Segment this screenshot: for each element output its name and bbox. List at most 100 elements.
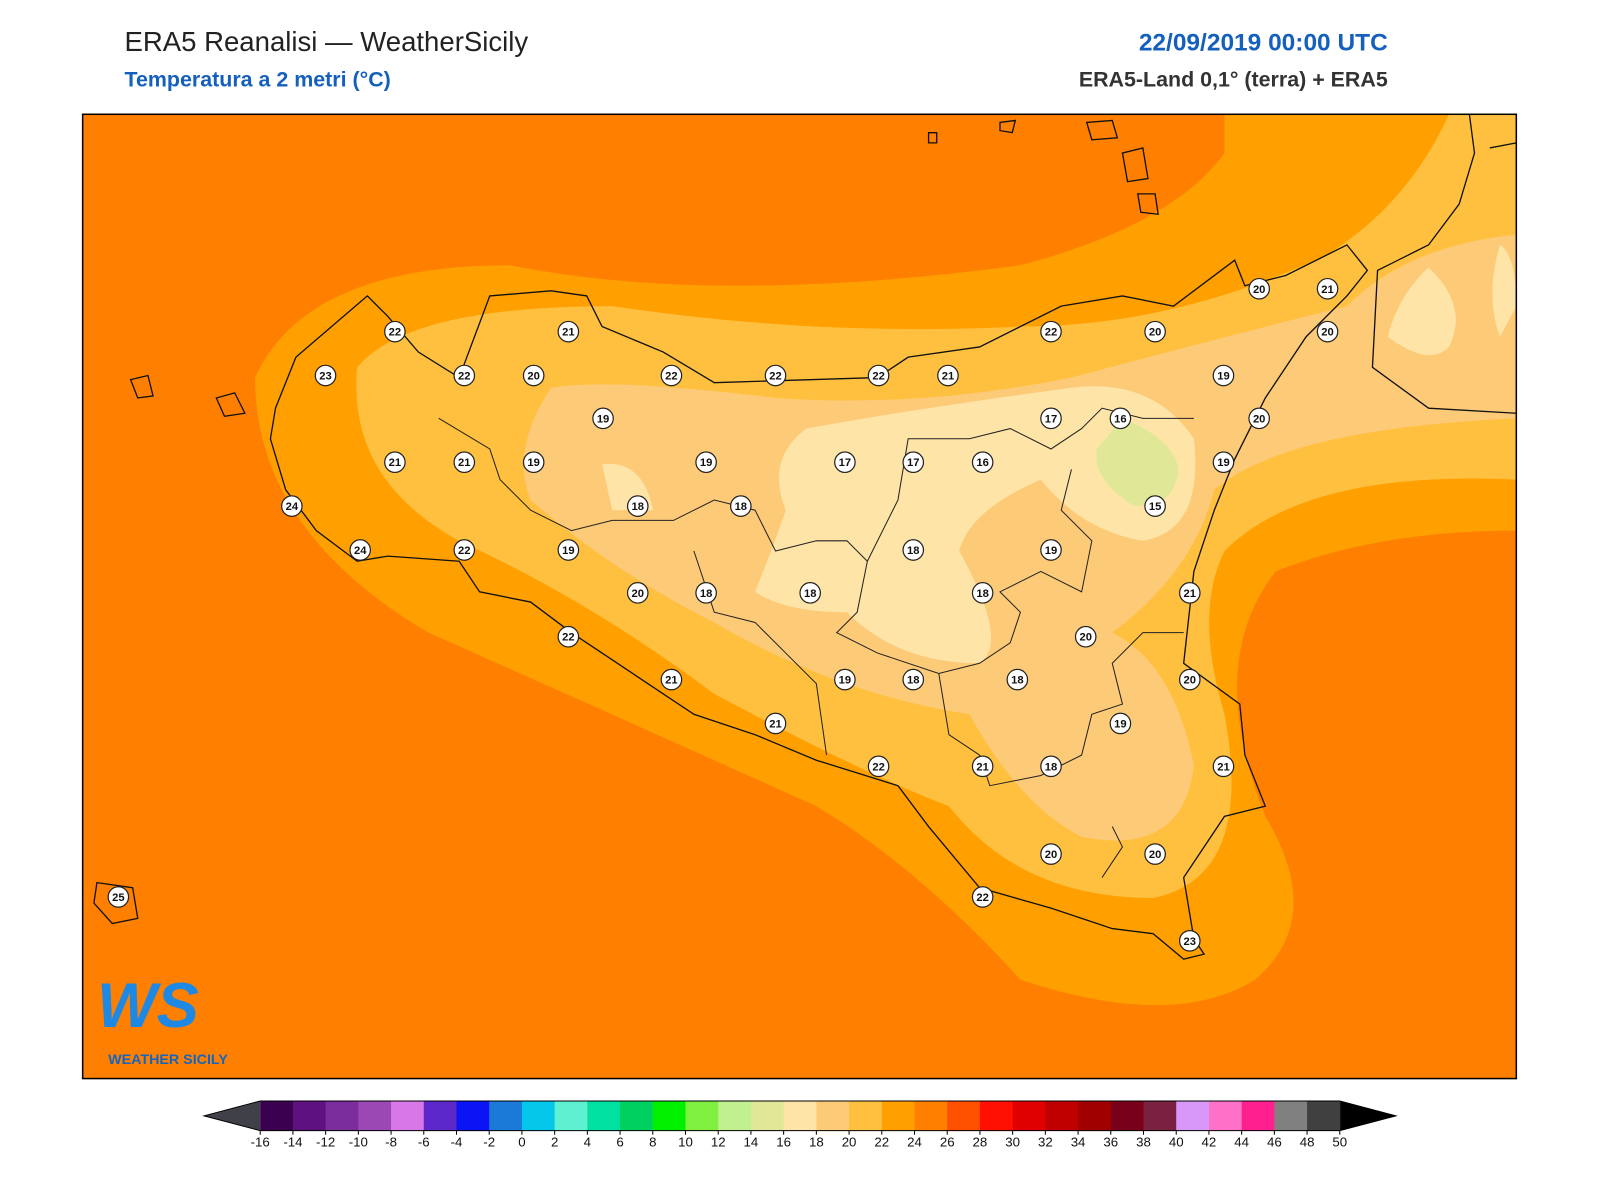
station-value: 25 xyxy=(112,892,124,904)
station-value: 21 xyxy=(1321,284,1333,296)
station-value: 18 xyxy=(804,588,816,600)
colorbar-cell xyxy=(1307,1101,1341,1131)
station-marker xyxy=(971,755,994,778)
station-marker xyxy=(626,495,649,517)
band-16 xyxy=(602,386,1196,664)
station-value: 20 xyxy=(1253,413,1265,425)
colorbar-tick-label: 6 xyxy=(616,1134,623,1149)
colorbar-cell xyxy=(358,1101,392,1131)
station-marker xyxy=(384,451,406,474)
colorbar-tick-label: 0 xyxy=(518,1134,525,1149)
colorbar-cell xyxy=(620,1101,654,1131)
logo-mark: WS xyxy=(97,971,199,1041)
station-marker xyxy=(1006,668,1029,691)
station-value: 22 xyxy=(665,370,677,382)
colorbar-tick-label: -14 xyxy=(283,1134,302,1149)
station-marker xyxy=(1144,843,1166,865)
station-value: 17 xyxy=(839,457,851,469)
station-value: 18 xyxy=(632,501,644,513)
colorbar-cell xyxy=(587,1101,621,1131)
colorbar-tick-label: 50 xyxy=(1332,1134,1347,1149)
colorbar-tick-label: 22 xyxy=(874,1134,889,1149)
station-value: 19 xyxy=(527,457,539,469)
colorbar-cell xyxy=(292,1101,327,1131)
colorbar-cell xyxy=(1012,1101,1046,1131)
colorbar-tick-label: -10 xyxy=(349,1134,368,1149)
colorbar-tick-label: 2 xyxy=(551,1134,558,1149)
colorbar-cell xyxy=(979,1101,1014,1131)
colorbar-tick-label: 12 xyxy=(711,1134,726,1149)
station-marker xyxy=(1178,582,1201,604)
station-marker xyxy=(557,320,580,343)
colorbar-cell xyxy=(1176,1101,1210,1131)
station-marker xyxy=(1144,495,1166,517)
station-value: 21 xyxy=(942,370,954,382)
colorbar-tick-label: 48 xyxy=(1300,1134,1315,1149)
station-value: 18 xyxy=(1045,761,1057,773)
station-value: 22 xyxy=(769,370,781,382)
logo-name: WEATHER SICILY xyxy=(108,1052,228,1068)
colorbar-tick-label: 8 xyxy=(649,1134,656,1149)
colorbar-cell xyxy=(849,1101,883,1131)
station-marker xyxy=(1248,277,1270,300)
colorbar-tick-label: 36 xyxy=(1103,1134,1118,1149)
colorbar-cell xyxy=(423,1101,458,1131)
station-marker xyxy=(557,539,580,561)
station-value: 23 xyxy=(319,370,331,382)
colorbar-cell xyxy=(685,1101,719,1131)
station-value: 18 xyxy=(907,675,919,687)
colorbar-tick-label: 44 xyxy=(1234,1134,1249,1149)
map-frame xyxy=(81,113,1518,1080)
colorbar-cell xyxy=(750,1101,785,1131)
station-value: 18 xyxy=(700,588,712,600)
colorbar-cell xyxy=(783,1101,817,1131)
colorbar-cell xyxy=(1078,1101,1112,1131)
station-value: 20 xyxy=(1184,675,1196,687)
stations: 22 21 23 22 20 22 22 22 21 22 20 20 21 20 19 19 17 16 20 21… xyxy=(107,277,1339,952)
colorbar-cell xyxy=(881,1101,916,1131)
colorbar-cell xyxy=(456,1101,490,1131)
station-value: 19 xyxy=(597,413,609,425)
station-marker xyxy=(867,364,890,387)
station-value: 18 xyxy=(976,588,988,600)
station-value: 19 xyxy=(1045,545,1057,557)
colorbar-cell xyxy=(1241,1101,1275,1131)
band-18 xyxy=(523,234,1517,841)
province-borders xyxy=(438,407,1194,878)
colorbar-tick-label: 32 xyxy=(1038,1134,1053,1149)
station-value: 17 xyxy=(1045,413,1057,425)
colorbar-under xyxy=(204,1101,261,1131)
station-value: 20 xyxy=(1321,327,1333,339)
station-marker xyxy=(799,582,822,604)
station-marker xyxy=(1040,843,1062,865)
colorbar-cell xyxy=(1143,1101,1177,1131)
colorbar-tick-label: 42 xyxy=(1202,1134,1217,1149)
station-marker xyxy=(902,668,925,691)
station-marker xyxy=(107,886,130,908)
colorbar-cell xyxy=(325,1101,359,1131)
station-value: 24 xyxy=(286,501,299,513)
colorbar-cell xyxy=(1208,1101,1243,1131)
station-marker xyxy=(834,668,856,691)
station-value: 19 xyxy=(1114,718,1126,730)
station-marker xyxy=(660,668,683,691)
colorbar-tick-label: 4 xyxy=(584,1134,591,1149)
station-value: 21 xyxy=(665,675,677,687)
station-value: 22 xyxy=(872,370,884,382)
station-marker xyxy=(695,451,717,474)
station-marker xyxy=(867,755,890,778)
station-value: 19 xyxy=(562,545,574,557)
colorbar-tick-label: 14 xyxy=(744,1134,759,1149)
station-value: 18 xyxy=(1011,675,1023,687)
station-value: 22 xyxy=(1045,327,1057,339)
station-marker xyxy=(1212,451,1235,474)
station-marker xyxy=(695,582,717,604)
station-value: 19 xyxy=(1217,457,1229,469)
colorbar-tick-label: 16 xyxy=(776,1134,791,1149)
station-marker xyxy=(281,495,303,517)
station-marker xyxy=(592,407,614,430)
station-value: 20 xyxy=(632,588,644,600)
station-marker xyxy=(1316,320,1339,343)
station-value: 16 xyxy=(1114,413,1126,425)
